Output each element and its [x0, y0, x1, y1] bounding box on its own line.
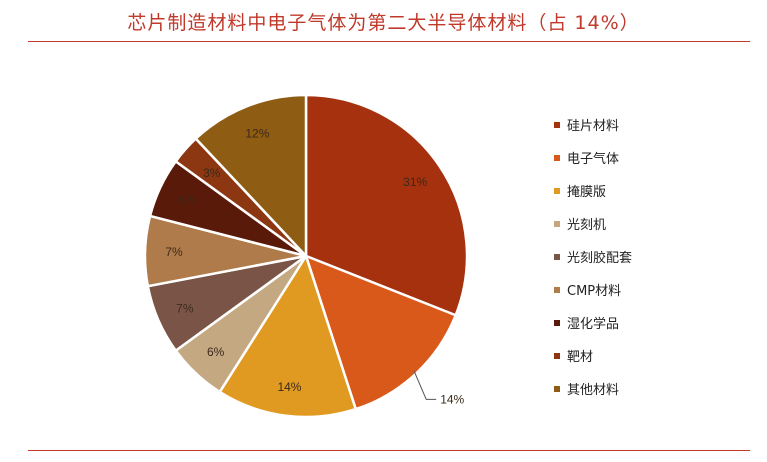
legend-label: 掩膜版: [567, 185, 606, 200]
slice-value-label: 14%: [440, 392, 464, 406]
legend-swatch: [554, 155, 560, 161]
legend-swatch: [554, 122, 560, 128]
page-title: 芯片制造材料中电子气体为第二大半导体材料（占 14%）: [127, 12, 640, 34]
legend-label: 光刻胶配套: [567, 250, 632, 266]
legend-swatch: [554, 254, 560, 260]
slice-value-label: 7%: [165, 245, 183, 259]
legend-label: 其他材料: [567, 383, 619, 398]
legend-swatch: [554, 353, 560, 359]
slice-value-label: 3%: [203, 166, 221, 180]
slice-value-label: 31%: [403, 175, 427, 189]
legend-label: CMP材料: [567, 284, 621, 299]
legend-swatch: [554, 188, 560, 194]
legend-swatch: [554, 386, 560, 392]
slice-value-label: 12%: [245, 126, 269, 140]
legend-label: 湿化学品: [567, 316, 619, 332]
legend-swatch: [554, 287, 560, 293]
legend-swatch: [554, 320, 560, 326]
slice-value-label: 6%: [207, 345, 225, 359]
legend-swatch: [554, 221, 560, 227]
title-rule: [28, 41, 750, 42]
pie-slice-3: [218, 253, 358, 419]
pie-slice-9: [194, 93, 308, 260]
slice-value-label: 7%: [176, 301, 194, 315]
pie-labels: 31% 14% 14% 6% 7% 7% 6% 3% 12%: [165, 126, 464, 406]
bottom-rule: [28, 450, 750, 451]
legend-label: 靶材: [567, 350, 593, 365]
slice-value-label: 6%: [178, 193, 196, 207]
legend-label: 光刻机: [567, 218, 606, 233]
leader-line: [413, 371, 437, 400]
legend-label: 硅片材料: [567, 119, 619, 134]
pie-slice-1: [304, 93, 469, 317]
slice-value-label: 14%: [277, 380, 301, 394]
pie-slices: [143, 93, 469, 419]
legend-label: 电子气体: [567, 151, 619, 167]
